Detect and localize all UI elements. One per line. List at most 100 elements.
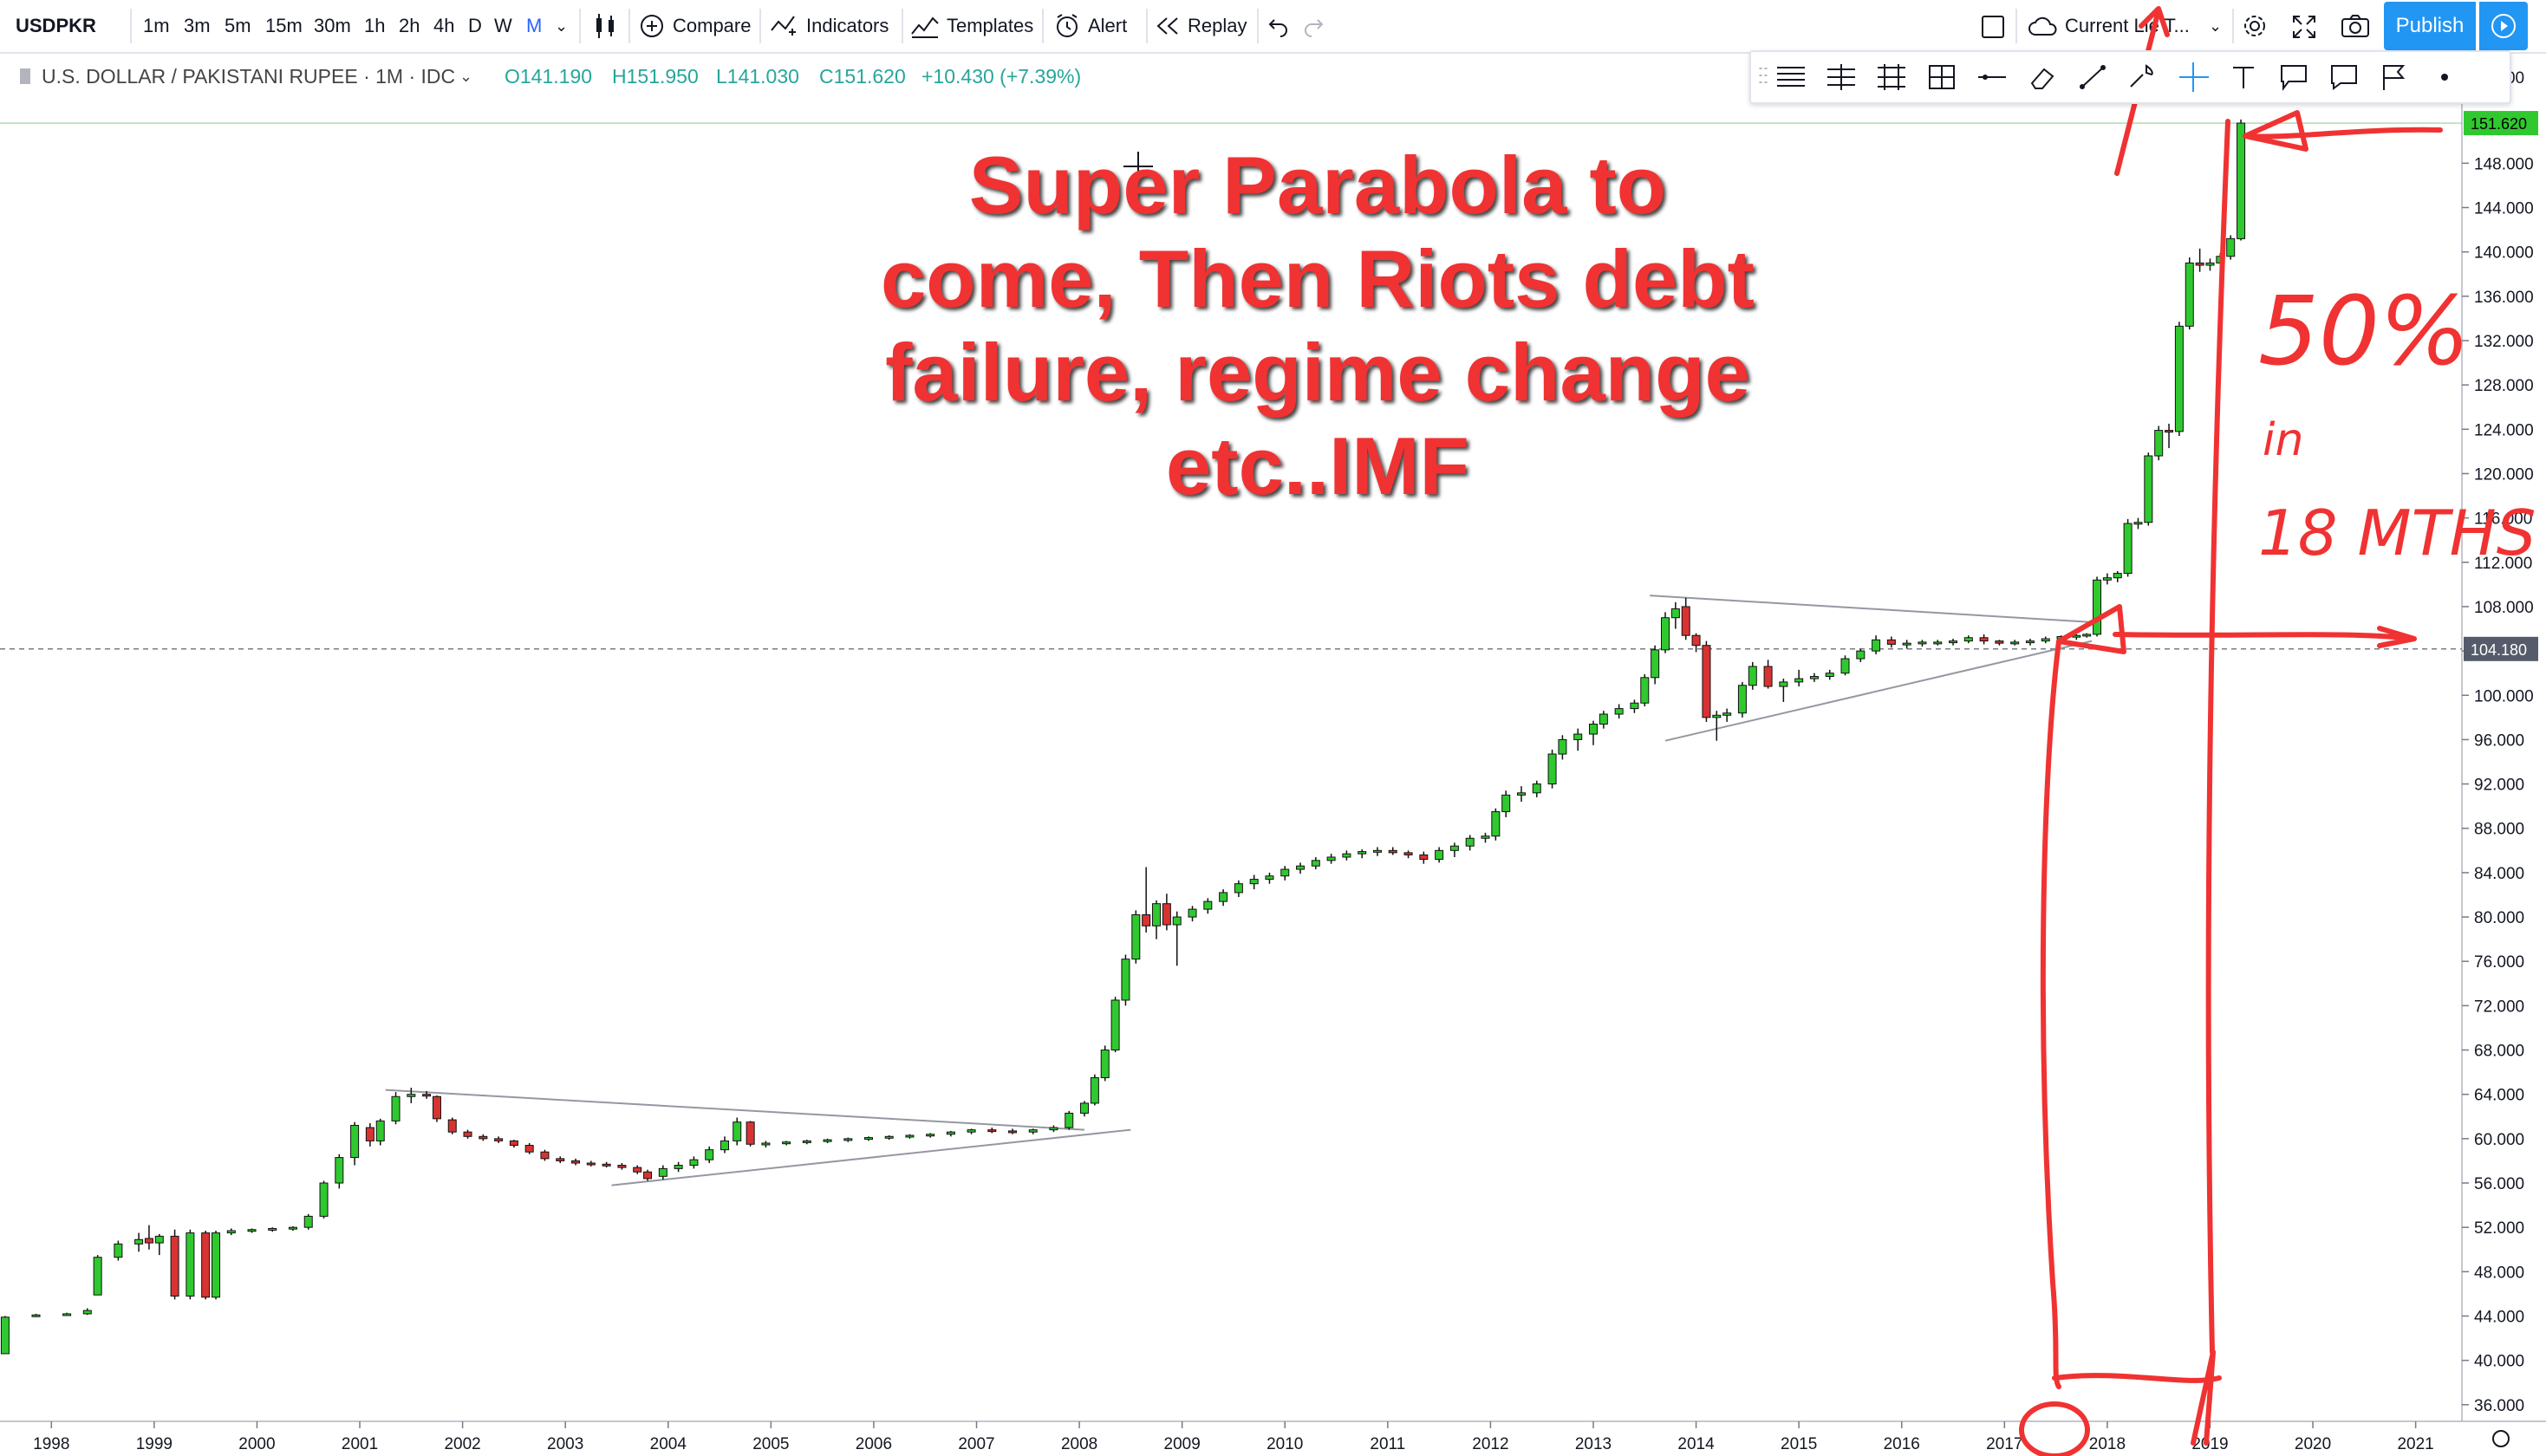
price-axis-label: 40.000 [2474,1353,2524,1371]
interval-3m[interactable]: 3m [184,15,211,36]
horizontal-ray-icon[interactable] [1976,62,2008,92]
symbol-search-button[interactable]: USDPKR [16,15,96,36]
candle-body [375,1120,385,1141]
interval-m[interactable]: M [526,15,543,36]
time-axis-label: 2003 [547,1435,583,1453]
indicators-button[interactable]: Indicators [806,15,889,36]
callout-icon[interactable] [2278,62,2309,92]
marker-price-badge [2464,636,2538,661]
price-axis-label: 92.000 [2474,777,2524,795]
candle-body [1188,908,1197,918]
gann-box-icon[interactable] [1926,62,1957,92]
interval-1h[interactable]: 1h [364,15,386,36]
pitchfork-icon[interactable] [1826,62,1857,92]
templates-icon[interactable] [910,13,940,39]
triangle-trendline [385,1089,1085,1131]
candle-body [1886,639,1896,645]
brush-icon[interactable] [2127,62,2159,92]
camera-snapshot-icon[interactable] [2341,14,2370,38]
time-axis-label: 2004 [650,1435,687,1453]
price-axis-label: 100.000 [2474,687,2534,705]
time-axis-label: 2016 [1884,1435,1920,1453]
legend-dropdown-chevron-icon[interactable]: ⌄ [459,68,473,85]
layout-dropdown-chevron-icon[interactable]: ⌄ [2209,17,2223,35]
candle-body [31,1314,41,1317]
drag-handle-icon[interactable] [1758,64,1768,90]
candle-style-icon[interactable] [592,12,618,40]
indicators-icon[interactable] [770,13,798,39]
time-axis-label: 2000 [238,1435,275,1453]
candle-body [82,1310,92,1315]
interval-w[interactable]: W [494,15,512,36]
replay-rewind-icon[interactable] [1155,15,1181,37]
time-axis-label: 2019 [2191,1435,2228,1453]
interval-30m[interactable]: 30m [314,15,351,36]
publish-button[interactable]: Publish [2384,2,2476,50]
interval-dropdown-chevron-icon[interactable]: ⌄ [555,17,569,35]
interval-5m[interactable]: 5m [225,15,251,36]
candle-body [1640,677,1650,704]
candle-body [1599,713,1608,725]
candle-body [350,1125,360,1159]
candle-body [432,1095,441,1120]
interval-1m[interactable]: 1m [143,15,170,36]
candle-body [720,1140,729,1151]
price-axis-label: 108.000 [2474,599,2534,617]
cloud-icon[interactable] [2027,16,2060,38]
toolbar-divider [1257,9,1259,43]
price-axis-label: 88.000 [2474,821,2524,839]
play-button[interactable] [2479,2,2528,50]
eraser-icon[interactable] [2027,62,2058,92]
candle-body [2113,573,2122,579]
price-axis-label: 56.000 [2474,1175,2524,1193]
candle-body [843,1138,853,1141]
candle-body [823,1139,832,1142]
legend-collapse-icon[interactable] [19,68,33,85]
fib-tool-icon[interactable] [1876,62,1907,92]
comment-icon[interactable] [2328,62,2360,92]
text-tool-icon[interactable] [2228,62,2259,92]
candle-body [479,1135,488,1140]
alert-clock-icon[interactable] [1053,12,1081,40]
time-axis-label: 2012 [1472,1435,1508,1453]
compare-plus-icon[interactable] [639,13,665,39]
toolbar-divider [2015,9,2017,43]
candle-body [1547,753,1557,785]
flag-icon[interactable] [2379,62,2410,92]
undo-icon[interactable] [1267,15,1290,37]
legend-title[interactable]: U.S. DOLLAR / PAKISTANI RUPEE · 1M · IDC [42,65,456,88]
layout-square-icon[interactable] [1981,15,2005,39]
settings-gear-icon[interactable] [2241,12,2269,40]
templates-button[interactable]: Templates [947,15,1034,36]
candle-body [2226,237,2236,257]
time-axis-label: 2017 [1986,1435,2022,1453]
legend-low: L141.030 [716,65,799,88]
alert-button[interactable]: Alert [1088,15,1128,36]
redo-icon[interactable] [1302,15,1325,37]
candle-body [391,1095,400,1121]
price-axis-label: 140.000 [2474,244,2534,263]
mouse-crosshair-icon [1123,152,1153,181]
crosshair-icon[interactable] [2178,61,2209,94]
interval-d[interactable]: D [468,15,482,36]
candle-body [1902,642,1911,646]
trend-line-icon[interactable] [2077,62,2108,92]
price-axis-label: 136.000 [2474,289,2534,307]
candle-body [1152,903,1162,926]
interval-4h[interactable]: 4h [433,15,455,36]
price-axis-label: 132.000 [2474,333,2534,351]
compare-button[interactable]: Compare [673,15,752,36]
replay-button[interactable]: Replay [1188,15,1247,36]
horizontal-lines-icon[interactable] [1775,62,1807,92]
interval-2h[interactable]: 2h [399,15,420,36]
interval-15m[interactable]: 15m [265,15,303,36]
red-bracket-annotation [2040,119,2230,1446]
price-axis-label: 96.000 [2474,731,2524,750]
fullscreen-icon[interactable] [2291,14,2317,40]
candle-body [1712,714,1722,718]
handwritten-18-mths: 18 MTHS [2258,497,2536,569]
candle-body [422,1094,432,1097]
candle-body [2010,641,2020,645]
more-dot-icon[interactable] [2429,62,2460,92]
